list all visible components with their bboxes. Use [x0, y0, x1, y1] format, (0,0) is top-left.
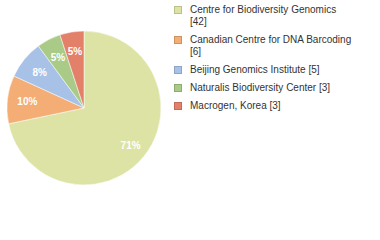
pie-slice	[60, 31, 84, 108]
pie-area: 71%10%8%5%5%	[0, 0, 170, 240]
data-label: 5%	[68, 46, 83, 57]
legend-swatch	[174, 66, 182, 74]
legend-swatch	[174, 6, 182, 14]
legend: Centre for Biodiversity Genomics [42] Can…	[174, 4, 374, 118]
data-label: 8%	[33, 67, 48, 78]
legend-item: Naturalis Biodiversity Center [3]	[174, 82, 355, 94]
legend-label: Beijing Genomics Institute [5]	[190, 64, 320, 75]
legend-item: Macrogen, Korea [3]	[174, 100, 355, 112]
legend-label: Naturalis Biodiversity Center [3]	[190, 82, 330, 93]
legend-item: Canadian Centre for DNA Barcoding [6]	[174, 34, 355, 58]
data-label: 10%	[17, 96, 37, 107]
data-label: 71%	[121, 140, 141, 151]
legend-swatch	[174, 84, 182, 92]
legend-swatch	[174, 36, 182, 44]
data-label: 5%	[51, 52, 66, 63]
legend-swatch	[174, 102, 182, 110]
legend-label: Centre for Biodiversity Genomics [42]	[190, 4, 336, 27]
legend-label: Macrogen, Korea [3]	[190, 100, 281, 111]
legend-item: Centre for Biodiversity Genomics [42]	[174, 4, 355, 28]
legend-item: Beijing Genomics Institute [5]	[174, 64, 355, 76]
legend-label: Canadian Centre for DNA Barcoding [6]	[190, 34, 351, 57]
